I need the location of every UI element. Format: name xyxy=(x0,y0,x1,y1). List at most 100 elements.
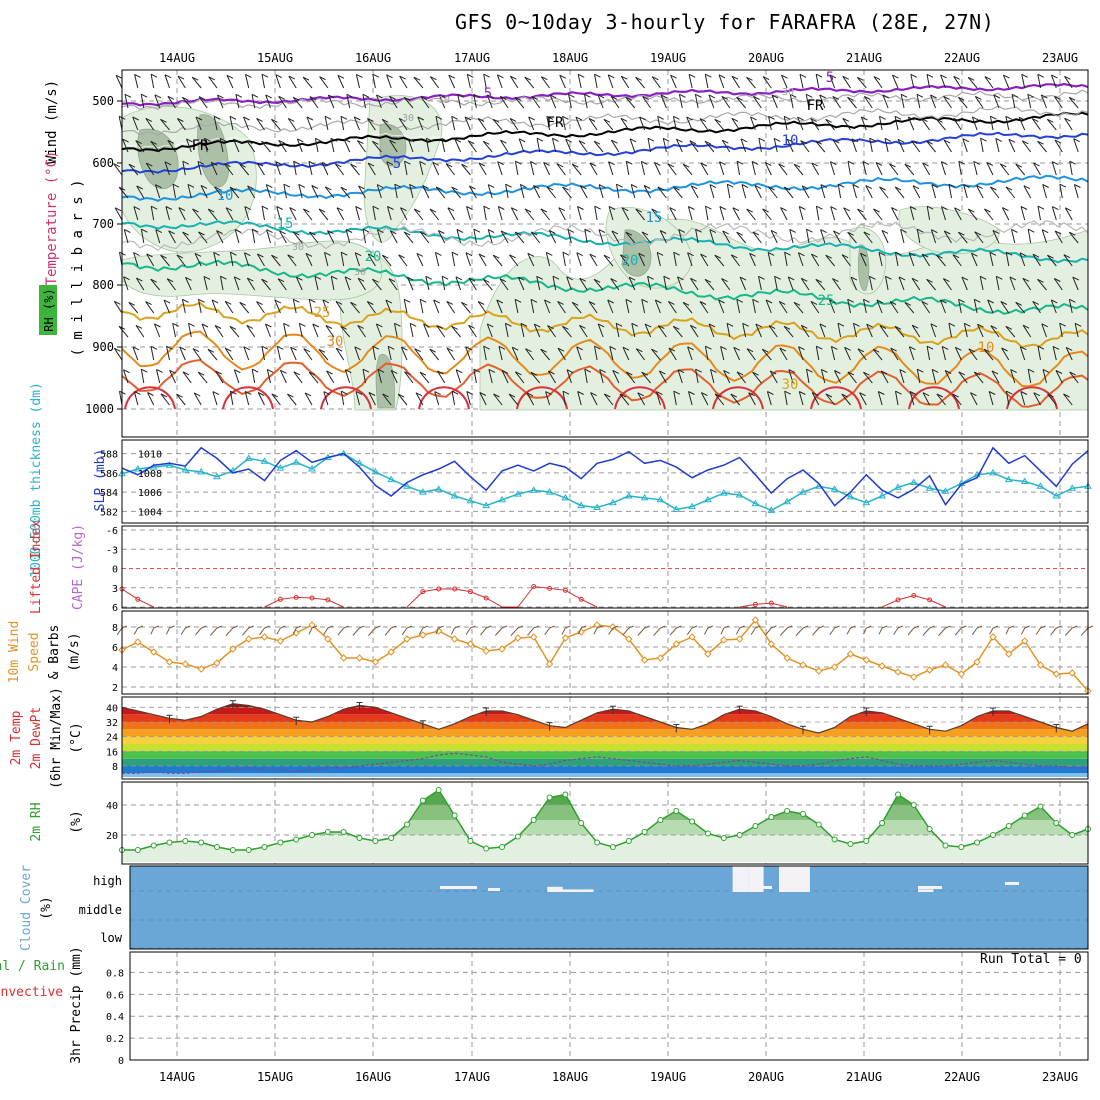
wind-barb-flag xyxy=(207,348,215,353)
wind-barb xyxy=(714,118,725,131)
wind-barb xyxy=(576,252,582,267)
wind-barb-flag xyxy=(464,116,472,121)
wind-barb-flag xyxy=(837,183,845,188)
wind-barb xyxy=(271,254,281,267)
wind-barb xyxy=(448,74,456,89)
wind-barb xyxy=(261,278,271,291)
wind10-barb xyxy=(465,627,471,635)
thickness-point xyxy=(688,502,696,510)
wind-barb xyxy=(687,346,693,361)
temp-contour-40 xyxy=(320,386,372,410)
wind-barb-flag xyxy=(714,254,722,259)
wind-barb xyxy=(225,207,234,221)
wind10-barb xyxy=(368,627,376,636)
wind-barb xyxy=(754,185,762,199)
date-label-bottom: 21AUG xyxy=(846,1070,882,1084)
wind-barb xyxy=(916,94,921,109)
wind-barb-flag xyxy=(904,301,912,306)
wind-barb-flag xyxy=(575,116,583,121)
wind-barb-flag xyxy=(487,323,494,328)
wind-barb xyxy=(446,301,456,314)
wind10-barb-flag xyxy=(961,625,967,629)
ylabel-cape: CAPE (J/kg) xyxy=(71,524,86,610)
wind-barb-flag xyxy=(385,299,393,304)
rh2m-point xyxy=(578,820,585,826)
contour-label: 15 xyxy=(646,210,663,226)
wind-barb-flag xyxy=(446,300,454,305)
wind-barb-flag xyxy=(211,299,219,304)
wind10-barb-flag xyxy=(1087,625,1094,629)
wind-barb xyxy=(323,391,329,406)
wind10-point xyxy=(387,648,395,656)
wind-barb-flag xyxy=(247,185,254,190)
wind-barb-flag xyxy=(1001,347,1008,352)
wind10-barb-flag xyxy=(248,625,254,629)
wind-barb xyxy=(545,252,551,267)
wind-barb-flag xyxy=(547,325,554,330)
wind-barb-flag xyxy=(774,275,781,280)
wind-barb xyxy=(753,96,762,109)
ytick-label: 40 xyxy=(106,703,118,714)
wind-barb xyxy=(1068,231,1079,244)
wind-barb xyxy=(403,96,414,109)
wind-barb-flag xyxy=(615,322,623,327)
wind-barb xyxy=(547,370,557,384)
wind-barb xyxy=(690,185,699,199)
wind-barb-flag xyxy=(394,322,401,327)
wind-barb xyxy=(577,206,582,221)
wind-barb xyxy=(869,138,873,153)
contour-label: 5 xyxy=(826,70,834,86)
wind-barb-flag xyxy=(621,207,629,212)
wind-barb xyxy=(232,138,240,153)
wind-barb-flag xyxy=(257,253,264,258)
wind10-barb xyxy=(622,627,630,636)
ytick-label: 500 xyxy=(92,94,114,108)
wind-barb xyxy=(266,229,271,244)
wind-barb xyxy=(625,371,636,384)
wind-barb-flag xyxy=(911,324,919,329)
wind10-barb xyxy=(209,627,218,636)
wind-barb-flag xyxy=(958,371,966,376)
date-label-top: 21AUG xyxy=(846,51,882,65)
wind-barb xyxy=(357,277,366,291)
wind-barb xyxy=(762,208,772,221)
wind-barb xyxy=(863,96,873,109)
wind-barb-flag xyxy=(926,345,934,350)
ytick-label: 1006 xyxy=(138,488,162,499)
wind-barb xyxy=(781,74,788,89)
wind-barb xyxy=(857,208,867,221)
temp-contour-40 xyxy=(614,386,666,410)
wind-barb-flag xyxy=(863,231,871,236)
rh2m-point xyxy=(990,832,996,838)
ytick-label: 582 xyxy=(100,507,118,518)
wind-barb xyxy=(219,138,224,153)
wind10-point xyxy=(1005,650,1013,658)
rh2m-point xyxy=(467,838,474,844)
ylabel-temp: Temperature (°C) xyxy=(44,151,60,286)
wind-barb-flag xyxy=(952,393,959,398)
wind-barb xyxy=(409,184,414,199)
wind-barb xyxy=(197,161,202,176)
wind-barb-flag xyxy=(682,301,690,306)
wind-barb xyxy=(941,206,946,221)
wind-barb-flag xyxy=(688,206,695,210)
wind-barb-flag xyxy=(114,207,122,212)
wind-barb xyxy=(319,76,329,89)
wind-barb xyxy=(1022,278,1032,291)
wind-barb xyxy=(761,348,772,361)
wind-barb xyxy=(176,118,186,131)
wind-barb xyxy=(977,323,984,338)
ylabel-wind10-barbs: & Barbs xyxy=(47,625,62,680)
wind-barb xyxy=(733,347,741,361)
wind-barb xyxy=(1072,276,1079,291)
wind-barb xyxy=(519,184,525,199)
wind-barb xyxy=(944,370,952,384)
thickness-point xyxy=(545,488,554,495)
wind-barb xyxy=(894,252,899,267)
wind-barb xyxy=(289,207,297,221)
wind-barb-flag xyxy=(1068,96,1076,101)
wind10-barb-flag xyxy=(264,625,270,629)
wind-barb xyxy=(909,391,915,406)
wind-barb xyxy=(651,348,661,361)
contour-label: 20 xyxy=(365,249,382,265)
